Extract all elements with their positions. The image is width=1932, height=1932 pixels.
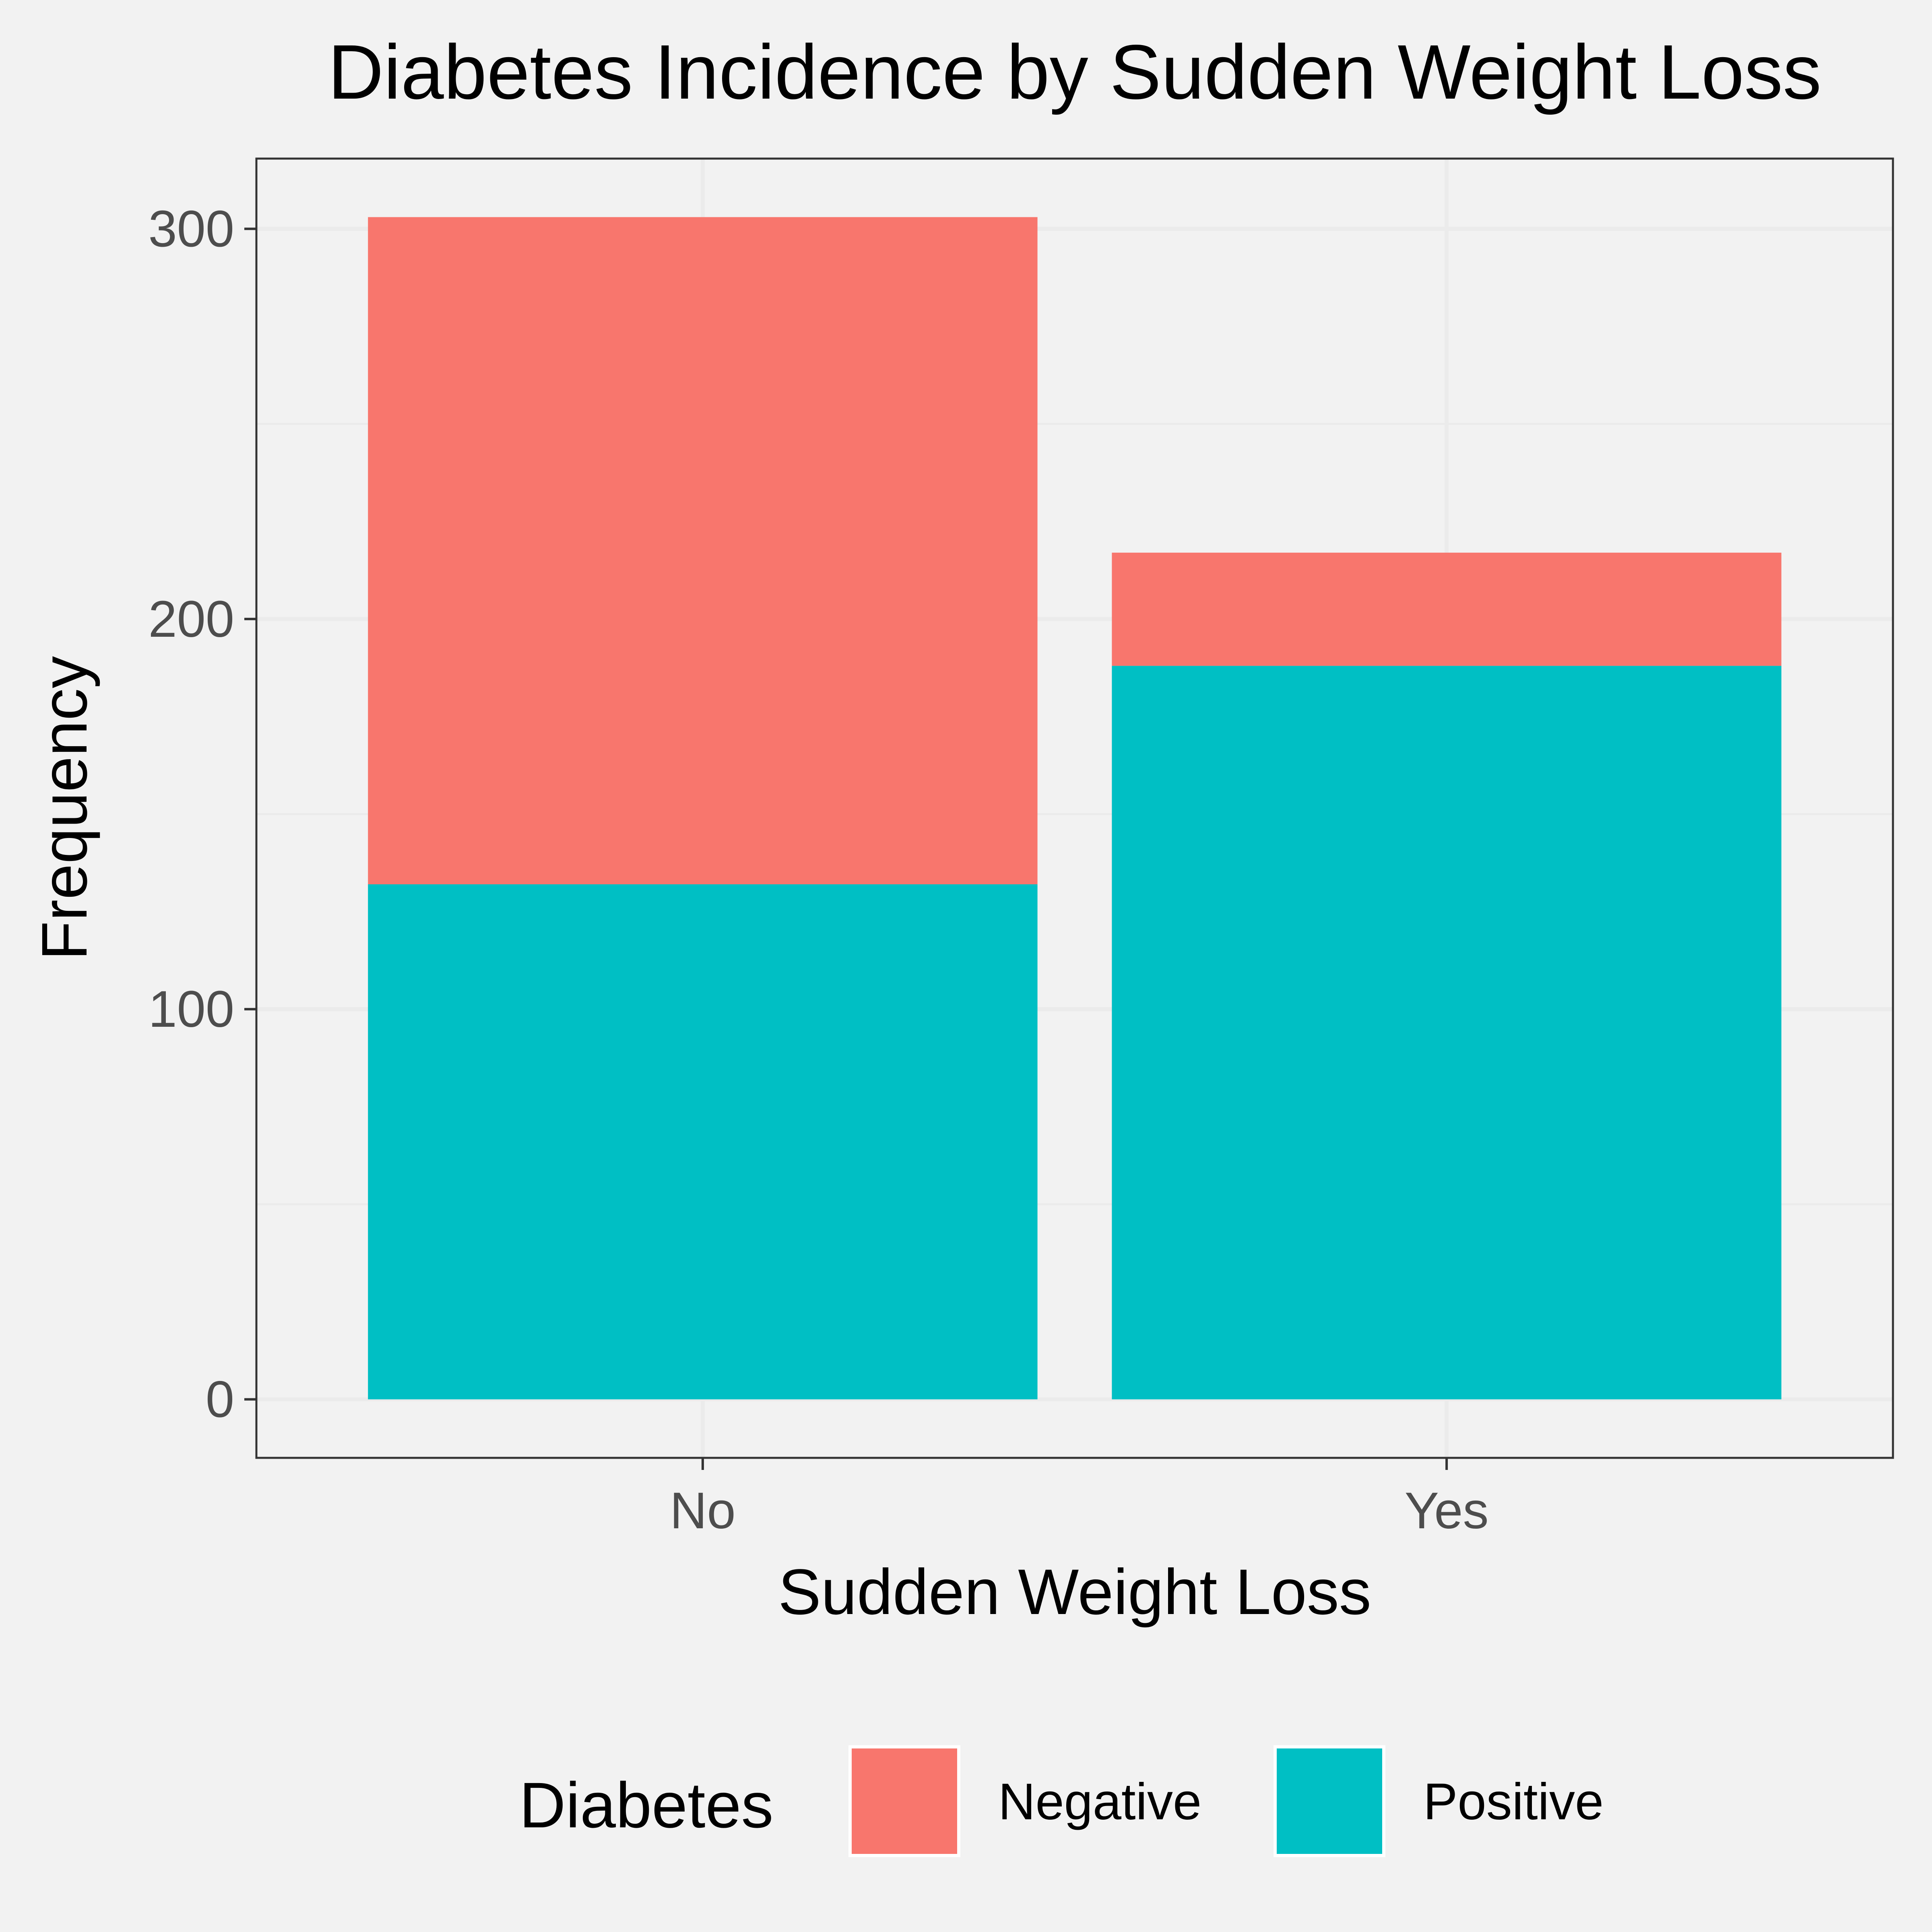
legend-title: Diabetes	[519, 1769, 773, 1841]
legend-label-negative: Negative	[998, 1773, 1201, 1831]
y-tick-label: 100	[148, 980, 234, 1038]
panel-border	[255, 157, 1894, 1459]
y-axis-title: Frequency	[28, 656, 100, 960]
bar-no-positive	[368, 884, 1038, 1399]
legend-key-negative	[848, 1745, 960, 1857]
y-tick-label: 200	[148, 590, 234, 648]
y-tick-label: 0	[206, 1371, 234, 1428]
x-axis: No Yes	[670, 1458, 1488, 1540]
bars	[368, 217, 1781, 1399]
bar-yes-negative	[1112, 553, 1781, 666]
chart-title: Diabetes Incidence by Sudden Weight Loss	[328, 29, 1822, 115]
legend-key-positive	[1274, 1745, 1385, 1857]
y-axis: 0 100 200 300	[148, 200, 256, 1428]
y-tick-label: 300	[148, 200, 234, 258]
x-axis-title: Sudden Weight Loss	[778, 1556, 1371, 1628]
x-tick-label: Yes	[1405, 1482, 1489, 1540]
legend-label-positive: Positive	[1423, 1773, 1604, 1831]
bar-no-negative	[368, 217, 1038, 885]
bar-yes-positive	[1112, 666, 1781, 1399]
legend: Diabetes Negative Positive	[519, 1745, 1604, 1857]
x-tick-label: No	[670, 1482, 736, 1540]
